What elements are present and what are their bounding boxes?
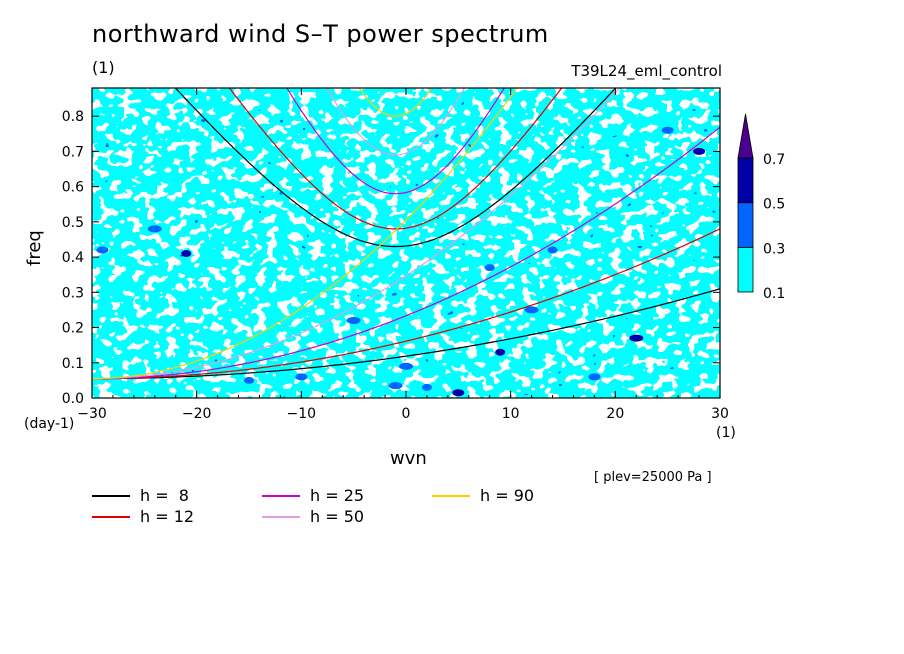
legend-label: h = 12 bbox=[140, 507, 195, 526]
x-axis-ticks: −30 −20 −10 0 10 20 30 bbox=[77, 88, 729, 422]
x-tick-label: 20 bbox=[606, 406, 624, 422]
y-axis-label: freq bbox=[24, 230, 45, 266]
colorbar-segment bbox=[737, 202, 754, 248]
legend-swatch bbox=[262, 515, 300, 518]
colorbar-segment bbox=[737, 157, 754, 204]
colorbar-label: 0.3 bbox=[763, 241, 785, 257]
run-name: T39L24_eml_control bbox=[571, 62, 722, 80]
dispersion-curve-kelvin bbox=[92, 228, 720, 380]
power-maximum bbox=[295, 373, 308, 381]
y-tick-label: 0.4 bbox=[62, 250, 84, 266]
power-maximum bbox=[524, 306, 539, 314]
legend-item-h90: h = 90 bbox=[432, 486, 534, 505]
colorbar-extend-arrow bbox=[737, 113, 754, 159]
power-maximum bbox=[421, 383, 432, 391]
legend-item-h50: h = 50 bbox=[262, 507, 364, 526]
power-maximum bbox=[181, 250, 192, 258]
power-maximum bbox=[484, 264, 495, 272]
y-axis-unit: (day-1) bbox=[24, 416, 75, 432]
power-maximum bbox=[388, 382, 403, 390]
dispersion-curve-kelvin bbox=[92, 288, 720, 380]
y-tick-label: 0.6 bbox=[62, 180, 84, 196]
legend-label: h = 25 bbox=[310, 486, 365, 505]
legend-label: h = 50 bbox=[310, 507, 365, 526]
y-axis-ticks: 0.0 0.1 0.2 0.3 0.4 0.5 0.6 0.7 0.8 bbox=[62, 109, 720, 407]
colorbar-label: 0.7 bbox=[763, 152, 785, 168]
pressure-level-note: [ plev=25000 Pa ] bbox=[594, 470, 712, 485]
chart-subtitle: (1) bbox=[92, 58, 115, 77]
y-tick-label: 0.1 bbox=[62, 356, 84, 372]
power-maximum bbox=[346, 317, 361, 324]
power-maximum bbox=[495, 348, 506, 356]
dispersion-curve-kelvin bbox=[92, 88, 518, 380]
legend-label: h = 8 bbox=[140, 486, 189, 505]
power-maximum bbox=[547, 246, 558, 254]
x-tick-label: −10 bbox=[287, 406, 317, 422]
chart-title: northward wind S–T power spectrum bbox=[92, 20, 549, 48]
dispersion-curve-upper bbox=[286, 88, 505, 195]
legend-swatch bbox=[262, 494, 300, 497]
colorbar-label: 0.5 bbox=[763, 197, 785, 213]
legend-swatch bbox=[432, 494, 470, 497]
x-axis-label: wvn bbox=[390, 448, 427, 469]
x-tick-label: −20 bbox=[182, 406, 212, 422]
power-maximum bbox=[661, 126, 674, 134]
power-maximum bbox=[693, 147, 706, 155]
x-tick-label: 0 bbox=[402, 406, 411, 422]
legend-label: h = 90 bbox=[480, 486, 535, 505]
y-tick-label: 0.7 bbox=[62, 144, 84, 160]
y-tick-label: 0.8 bbox=[62, 109, 84, 125]
legend-swatch bbox=[92, 494, 130, 497]
x-tick-label: 30 bbox=[711, 406, 729, 422]
legend-swatch bbox=[92, 515, 130, 518]
power-maximum bbox=[244, 376, 254, 384]
y-tick-label: 0.0 bbox=[62, 391, 84, 407]
power-maximum bbox=[629, 334, 644, 342]
power-field bbox=[92, 88, 720, 398]
power-maximum bbox=[588, 373, 601, 381]
legend-item-h25: h = 25 bbox=[262, 486, 364, 505]
y-tick-label: 0.2 bbox=[62, 321, 84, 337]
x-axis-unit: (1) bbox=[716, 425, 736, 441]
y-tick-label: 0.3 bbox=[62, 285, 84, 301]
colorbar: 0.1 0.3 0.5 0.7 bbox=[737, 113, 785, 302]
dispersion-curve-upper bbox=[326, 88, 466, 156]
power-maximum bbox=[399, 362, 413, 370]
power-maximum bbox=[96, 246, 109, 254]
dispersion-curve-upper bbox=[358, 88, 433, 117]
power-maximum bbox=[452, 389, 465, 397]
x-tick-label: −30 bbox=[77, 406, 107, 422]
power-maximum bbox=[147, 225, 162, 233]
y-tick-label: 0.5 bbox=[62, 215, 84, 231]
legend-item-h8: h = 8 bbox=[92, 486, 189, 505]
colorbar-segment bbox=[737, 246, 754, 293]
dispersion-curve-kelvin bbox=[92, 126, 720, 380]
dispersion-curve-upper bbox=[228, 88, 563, 230]
colorbar-label: 0.1 bbox=[763, 286, 785, 302]
x-tick-label: 10 bbox=[502, 406, 520, 422]
legend-item-h12: h = 12 bbox=[92, 507, 194, 526]
